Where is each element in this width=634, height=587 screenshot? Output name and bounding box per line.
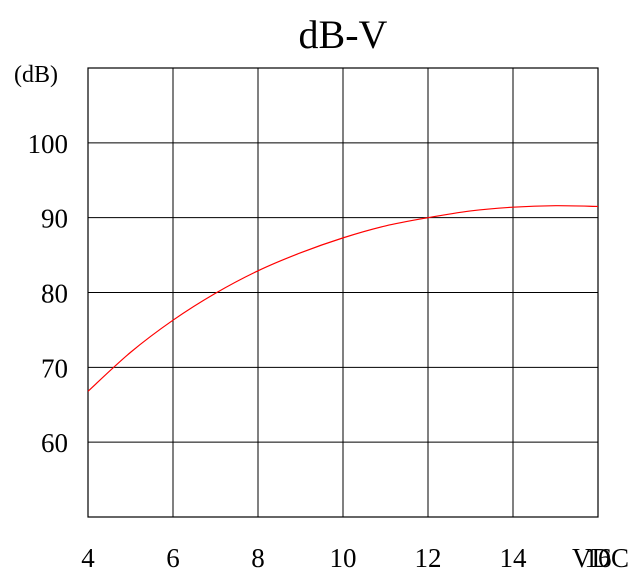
- x-tick-label: 8: [251, 543, 265, 573]
- series-layer: [87, 205, 599, 392]
- x-tick-label: 12: [415, 543, 442, 573]
- y-tick-labels: 60 70 80 90 100: [28, 129, 69, 458]
- y-tick-label: 70: [41, 353, 68, 383]
- series-line: [87, 205, 599, 392]
- x-tick-label: 16: [585, 543, 612, 573]
- x-tick-label: 10: [330, 543, 357, 573]
- x-tick-label: 4: [81, 543, 95, 573]
- x-axis-label: VDC: [572, 543, 629, 573]
- x-tick-labels: 4 6 8 10 12 14 16: [81, 543, 611, 573]
- chart-title: dB-V: [299, 12, 388, 57]
- x-tick-label: 14: [500, 543, 528, 573]
- y-tick-label: 90: [41, 204, 68, 234]
- x-tick-label: 6: [166, 543, 180, 573]
- y-axis-label: (dB): [14, 62, 58, 88]
- grid: [87, 67, 599, 518]
- y-tick-label: 60: [41, 428, 68, 458]
- y-tick-label: 80: [41, 279, 68, 309]
- y-tick-label: 100: [28, 129, 69, 159]
